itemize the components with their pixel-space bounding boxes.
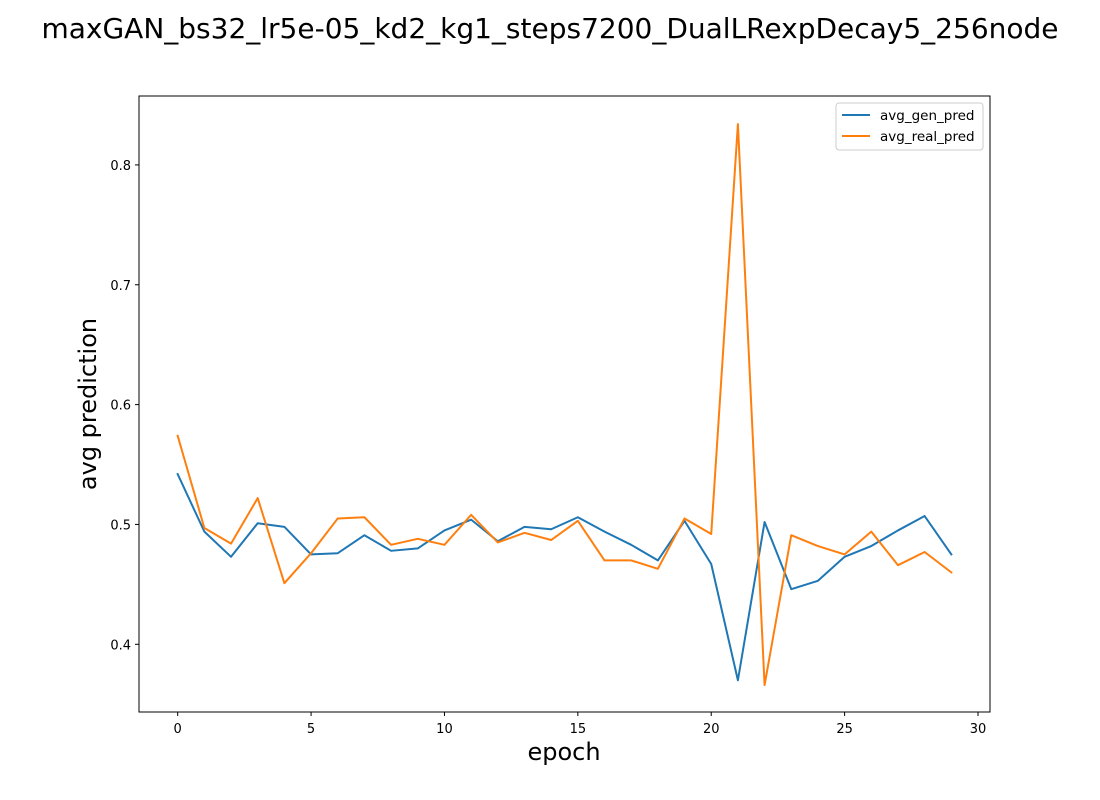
data-point bbox=[230, 556, 232, 558]
y-axis-title: avg prediction bbox=[74, 318, 102, 490]
data-point bbox=[203, 530, 206, 533]
data-point bbox=[577, 516, 579, 519]
series-line-avg-gen-pred bbox=[176, 472, 953, 682]
data-point bbox=[256, 522, 259, 525]
data-point bbox=[390, 544, 392, 546]
data-point bbox=[923, 515, 926, 517]
x-tick-label: 20 bbox=[703, 722, 720, 737]
x-tick-label: 15 bbox=[570, 722, 587, 737]
data-point bbox=[657, 559, 659, 562]
series-layer bbox=[176, 123, 953, 687]
data-point bbox=[363, 516, 366, 519]
data-point bbox=[870, 545, 873, 547]
data-point bbox=[283, 526, 286, 528]
y-tick-label: 0.5 bbox=[110, 518, 131, 533]
x-tick-label: 0 bbox=[174, 722, 182, 737]
x-tick-label: 10 bbox=[436, 722, 453, 737]
data-point bbox=[843, 556, 846, 558]
data-point bbox=[710, 563, 713, 565]
data-point bbox=[790, 588, 793, 590]
x-tick-label: 30 bbox=[970, 722, 987, 737]
data-point bbox=[683, 517, 686, 520]
data-point bbox=[523, 532, 526, 534]
y-tick-label: 0.7 bbox=[110, 279, 131, 294]
data-point bbox=[817, 545, 819, 547]
data-point bbox=[470, 518, 472, 521]
data-point bbox=[950, 553, 953, 556]
data-point bbox=[363, 534, 366, 537]
data-point bbox=[763, 684, 766, 686]
y-tick-label: 0.8 bbox=[110, 159, 131, 174]
legend-box bbox=[835, 102, 984, 151]
x-tick-label: 25 bbox=[836, 722, 853, 737]
chart-title: maxGAN_bs32_lr5e-05_kd2_kg1_steps7200_Du… bbox=[41, 12, 1058, 45]
data-point bbox=[577, 520, 579, 522]
data-point bbox=[416, 538, 419, 540]
series-line-avg-real-pred bbox=[176, 123, 953, 687]
plot-frame bbox=[138, 95, 991, 713]
data-point bbox=[390, 550, 392, 552]
x-tick-label: 5 bbox=[307, 722, 315, 737]
data-point bbox=[443, 544, 446, 546]
legend: avg_gen_pred avg_real_pred bbox=[835, 102, 984, 151]
legend-label: avg_real_pred bbox=[880, 129, 975, 145]
data-point bbox=[176, 434, 179, 437]
data-point bbox=[256, 497, 259, 499]
data-point bbox=[737, 679, 739, 682]
data-point bbox=[203, 527, 206, 529]
data-point bbox=[310, 552, 312, 555]
data-point bbox=[897, 529, 899, 532]
y-tick-label: 0.4 bbox=[110, 638, 131, 653]
tick-layer: 0 5 10 15 20 25 30 0.4 0.5 0.6 0.7 0.8 bbox=[110, 159, 986, 737]
data-point bbox=[657, 567, 659, 570]
data-point bbox=[550, 539, 552, 541]
data-point bbox=[870, 530, 873, 533]
data-point bbox=[497, 541, 499, 544]
data-point bbox=[763, 521, 766, 523]
series-avg-real-pred bbox=[176, 123, 953, 687]
data-point bbox=[603, 530, 606, 533]
data-point bbox=[710, 533, 713, 535]
data-point bbox=[897, 564, 899, 566]
y-tick-label: 0.6 bbox=[110, 399, 131, 414]
data-point bbox=[923, 551, 926, 553]
data-point bbox=[630, 544, 632, 546]
data-point bbox=[550, 528, 552, 531]
data-point bbox=[336, 552, 339, 555]
data-point bbox=[416, 547, 419, 550]
data-point bbox=[470, 514, 472, 516]
data-point bbox=[336, 517, 339, 520]
data-point bbox=[230, 542, 232, 545]
data-point bbox=[603, 559, 606, 562]
legend-label: avg_gen_pred bbox=[880, 108, 974, 124]
data-point bbox=[630, 559, 632, 562]
data-point bbox=[737, 123, 739, 125]
data-point bbox=[843, 553, 846, 556]
data-point bbox=[283, 582, 286, 584]
x-axis-title: epoch bbox=[527, 738, 600, 766]
data-point bbox=[790, 534, 793, 537]
series-avg-gen-pred bbox=[176, 472, 953, 682]
data-point bbox=[817, 579, 819, 582]
data-point bbox=[443, 529, 446, 532]
data-point bbox=[176, 473, 179, 475]
data-point bbox=[950, 571, 953, 574]
data-point bbox=[523, 526, 526, 528]
